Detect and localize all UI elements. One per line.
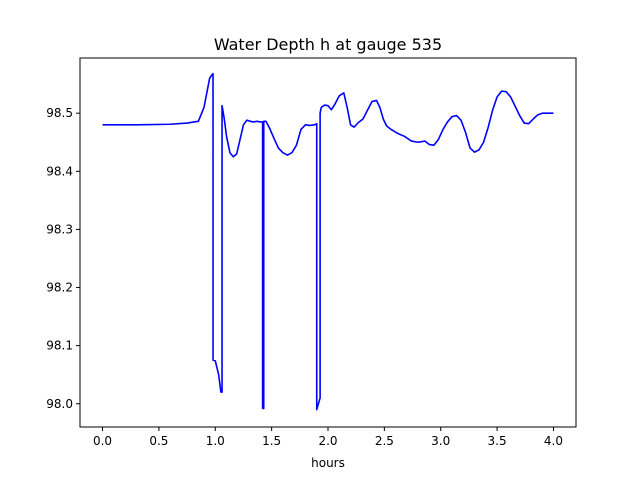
x-tick-label: 2.0 — [318, 434, 337, 448]
plot-frame — [79, 57, 577, 428]
series-layer — [102, 72, 554, 411]
x-tick-label: 1.5 — [262, 434, 281, 448]
x-axis: 0.0 0.5 1.0 1.5 2.0 2.5 3.0 3.5 4.0 — [93, 427, 563, 448]
x-tick-label: 0.0 — [93, 434, 112, 448]
x-tick-label: 0.5 — [149, 434, 168, 448]
y-tick-label: 98.3 — [46, 222, 73, 236]
x-tick-label: 4.0 — [544, 434, 563, 448]
chart-title: Water Depth h at gauge 535 — [214, 35, 442, 54]
y-tick-label: 98.4 — [46, 164, 73, 178]
x-axis-label: hours — [311, 456, 345, 470]
y-tick-label: 98.5 — [46, 106, 73, 120]
y-tick-label: 98.0 — [46, 397, 73, 411]
x-tick-label: 3.5 — [488, 434, 507, 448]
y-tick-label: 98.1 — [46, 339, 73, 353]
y-tick-label: 98.2 — [46, 281, 73, 295]
x-tick-label: 3.0 — [431, 434, 450, 448]
x-tick-label: 2.5 — [375, 434, 394, 448]
series-line — [102, 72, 554, 411]
x-tick-label: 1.0 — [206, 434, 225, 448]
y-axis: 98.0 98.1 98.2 98.3 98.4 98.5 — [46, 106, 80, 411]
